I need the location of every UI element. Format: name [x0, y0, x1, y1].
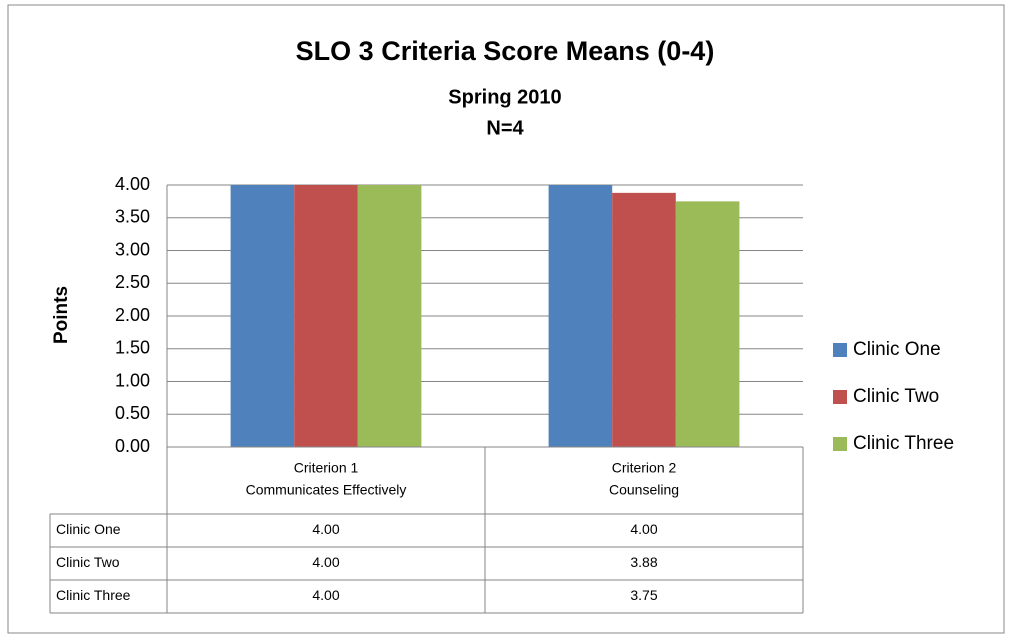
bar [548, 185, 613, 447]
legend-swatch [833, 343, 847, 357]
legend-label: Clinic Three [853, 433, 954, 454]
table-cell: 4.00 [630, 521, 657, 537]
y-tick-label: 2.00 [115, 305, 150, 325]
y-tick-label: 4.00 [115, 174, 150, 194]
y-tick-label: 1.00 [115, 370, 150, 390]
table-cell: 3.88 [630, 554, 657, 570]
bar [675, 201, 740, 447]
table-row-label: Clinic One [56, 521, 121, 537]
bar [230, 185, 295, 447]
x-tick-label: Criterion 1 [294, 460, 359, 476]
y-axis-label: Points [51, 286, 72, 344]
bar [357, 185, 422, 447]
y-tick-label: 1.50 [115, 338, 150, 358]
legend-swatch [833, 390, 847, 404]
y-tick-label: 3.00 [115, 239, 150, 259]
chart-title: SLO 3 Criteria Score Means (0-4) [296, 36, 715, 66]
x-tick-label: Criterion 2 [612, 460, 677, 476]
table-cell: 4.00 [312, 554, 339, 570]
chart-subtitle: Spring 2010 [448, 86, 561, 108]
legend-swatch [833, 437, 847, 451]
x-tick-label: Counseling [609, 482, 679, 498]
y-tick-label: 2.50 [115, 272, 150, 292]
legend-label: Clinic One [853, 339, 941, 360]
bar [612, 192, 676, 447]
bar [294, 185, 358, 447]
table-cell: 3.75 [630, 587, 657, 603]
y-tick-label: 3.50 [115, 207, 150, 227]
x-tick-label: Communicates Effectively [246, 482, 407, 498]
y-tick-label: 0.00 [115, 436, 150, 456]
table-row-label: Clinic Two [56, 554, 120, 570]
table-row-label: Clinic Three [56, 587, 131, 603]
chart-subtitle: N=4 [486, 117, 524, 139]
legend-label: Clinic Two [853, 386, 939, 407]
table-cell: 4.00 [312, 521, 339, 537]
chart-frame [7, 4, 1005, 634]
table-cell: 4.00 [312, 587, 339, 603]
y-tick-label: 0.50 [115, 403, 150, 423]
